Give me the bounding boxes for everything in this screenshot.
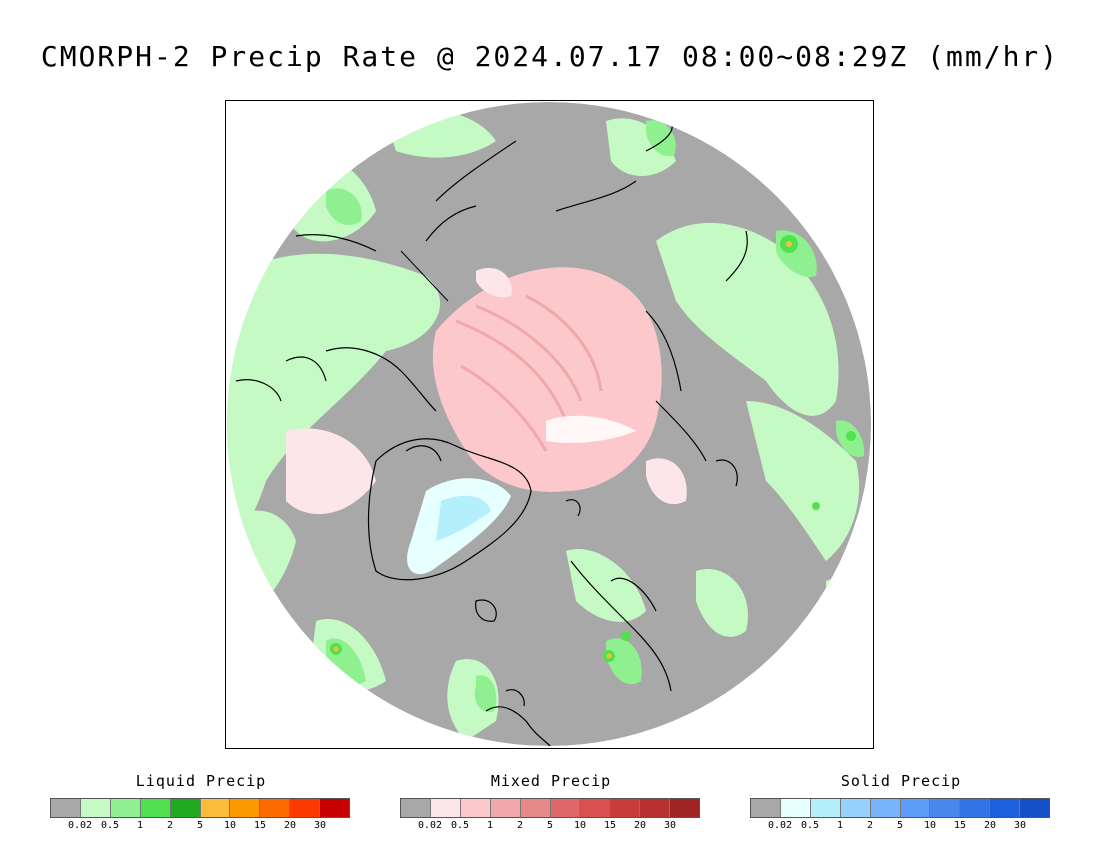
tick-label: 2 [866, 820, 874, 831]
swatch [230, 799, 261, 817]
swatch [110, 799, 141, 817]
coastlines [235, 120, 748, 746]
mixed-gap [546, 415, 636, 443]
tick-label: 20 [633, 820, 647, 831]
dateline [400, 250, 449, 302]
tick-label: 0.02 [67, 820, 93, 831]
swatch [1020, 799, 1050, 817]
swatch [460, 799, 491, 817]
tick-label: 1 [836, 820, 844, 831]
swatch [200, 799, 231, 817]
swatch [900, 799, 931, 817]
tick-label: 1 [486, 820, 494, 831]
tick-label: 20 [983, 820, 997, 831]
tick-label: 0.02 [417, 820, 443, 831]
tick-label: 10 [923, 820, 937, 831]
swatch [550, 799, 581, 817]
swatch [401, 799, 431, 817]
legend-mixed-colorbar [400, 798, 700, 818]
tick-label: 5 [196, 820, 204, 831]
swatch [140, 799, 171, 817]
swatch [580, 799, 611, 817]
swatch [290, 799, 321, 817]
swatch [490, 799, 521, 817]
swatch [80, 799, 111, 817]
legend-solid-ticks: 0.02 0.5 1 2 5 10 15 20 30 [750, 820, 1050, 834]
tick-label: 2 [516, 820, 524, 831]
legend-solid: Solid Precip 0.02 0.5 1 2 5 10 15 20 30 [750, 772, 1052, 834]
legend-liquid-ticks: 0.02 0.5 1 2 5 10 15 20 30 [50, 820, 350, 834]
tick-label: 10 [573, 820, 587, 831]
tick-label: 0.5 [100, 820, 120, 831]
tick-label: 0.5 [800, 820, 820, 831]
swatch [751, 799, 781, 817]
tick-label: 15 [253, 820, 267, 831]
legend-solid-title: Solid Precip [840, 772, 962, 790]
tick-label: 30 [313, 820, 327, 831]
solid-light-area [436, 495, 491, 541]
swatch [960, 799, 991, 817]
swatch [990, 799, 1021, 817]
tick-label: 10 [223, 820, 237, 831]
polar-map [225, 100, 874, 749]
legend-liquid-colorbar [50, 798, 350, 818]
tick-label: 1 [136, 820, 144, 831]
legend-solid-colorbar [750, 798, 1050, 818]
map-title: CMORPH-2 Precip Rate @ 2024.07.17 08:00~… [40, 40, 1060, 73]
tick-label: 5 [546, 820, 554, 831]
tick-label: 0.5 [450, 820, 470, 831]
tick-label: 20 [283, 820, 297, 831]
swatch [810, 799, 841, 817]
legend-mixed-title: Mixed Precip [490, 772, 612, 790]
legend-liquid-title: Liquid Precip [135, 772, 267, 790]
precip-field [227, 102, 871, 746]
legend-mixed-ticks: 0.02 0.5 1 2 5 10 15 20 30 [400, 820, 700, 834]
swatch [610, 799, 641, 817]
tick-label: 15 [603, 820, 617, 831]
swatch [780, 799, 811, 817]
mixed-trace-areas [286, 267, 687, 515]
map-canvas [227, 102, 871, 746]
swatch [870, 799, 901, 817]
swatch [430, 799, 461, 817]
tick-label: 0.02 [767, 820, 793, 831]
swatch [930, 799, 961, 817]
tick-label: 5 [896, 820, 904, 831]
swatch [520, 799, 551, 817]
tick-label: 2 [166, 820, 174, 831]
tick-label: 30 [663, 820, 677, 831]
mixed-bands [455, 294, 603, 452]
legend-liquid: Liquid Precip 0.02 0.5 1 2 5 10 15 20 30 [50, 772, 352, 834]
swatch [840, 799, 871, 817]
swatch [51, 799, 81, 817]
legend-mixed: Mixed Precip 0.02 0.5 1 2 5 10 15 20 30 [400, 772, 702, 834]
tick-label: 15 [953, 820, 967, 831]
swatch [170, 799, 201, 817]
swatch [670, 799, 700, 817]
liquid-heavy-cells [333, 241, 792, 659]
tick-label: 30 [1013, 820, 1027, 831]
swatch [260, 799, 291, 817]
swatch [640, 799, 671, 817]
swatch [320, 799, 350, 817]
